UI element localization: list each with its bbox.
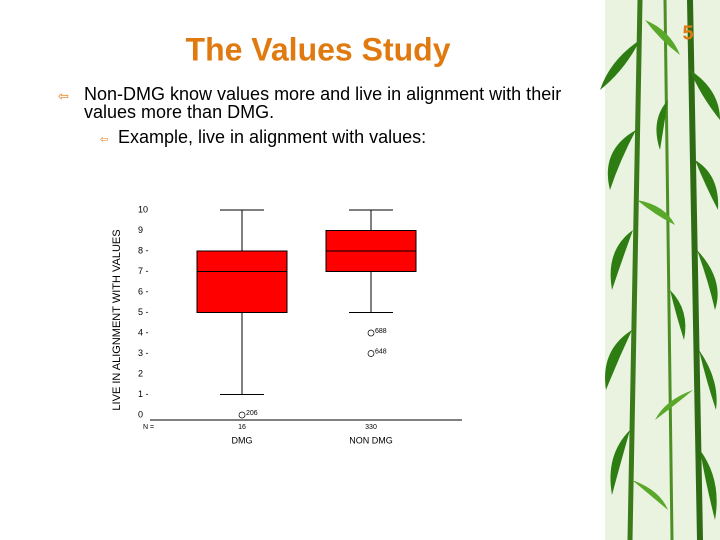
outlier	[367, 350, 375, 357]
n-value: 16	[238, 424, 246, 431]
sub-bullet-icon: ⇦	[100, 135, 108, 146]
y-tick-label: 0	[138, 409, 143, 419]
sub-bullet-text: Example, live in alignment with values:	[118, 127, 426, 147]
y-tick-label: 6 -	[138, 286, 149, 296]
y-tick-label: 3 -	[138, 348, 149, 358]
y-tick-label: 2	[138, 368, 143, 378]
box	[196, 250, 288, 313]
y-axis-label: LIVE IN ALIGNMENT WITH VALUES	[111, 229, 123, 410]
outlier	[367, 329, 375, 337]
y-tick-label: 9	[138, 225, 143, 235]
bamboo-background	[600, 0, 720, 540]
outlier-label: 648	[375, 348, 387, 355]
bullet-icon: ⇦	[58, 88, 69, 103]
y-tick-label: 5 -	[138, 307, 149, 317]
x-tick-label: NON DMG	[349, 435, 393, 445]
bullet-box: Non-DMG know values more and live in ali…	[84, 85, 562, 122]
y-tick-label: 8 -	[138, 245, 149, 255]
slide-title: The Values Study	[186, 31, 451, 67]
outlier-label: 688	[375, 328, 387, 335]
y-tick-label: 7 -	[138, 266, 149, 276]
y-tick-label: 10	[138, 204, 148, 214]
y-tick-label: 4 -	[138, 327, 149, 337]
y-tick-label: 1 -	[138, 389, 149, 399]
n-value: 330	[365, 424, 377, 431]
outlier-label: 206	[246, 410, 258, 417]
outlier	[238, 411, 246, 419]
page-number: 5	[682, 22, 693, 44]
bullet-text: Non-DMG know values more and live in ali…	[84, 85, 562, 122]
n-label: N =	[143, 424, 154, 431]
x-tick-label: DMG	[232, 435, 253, 445]
